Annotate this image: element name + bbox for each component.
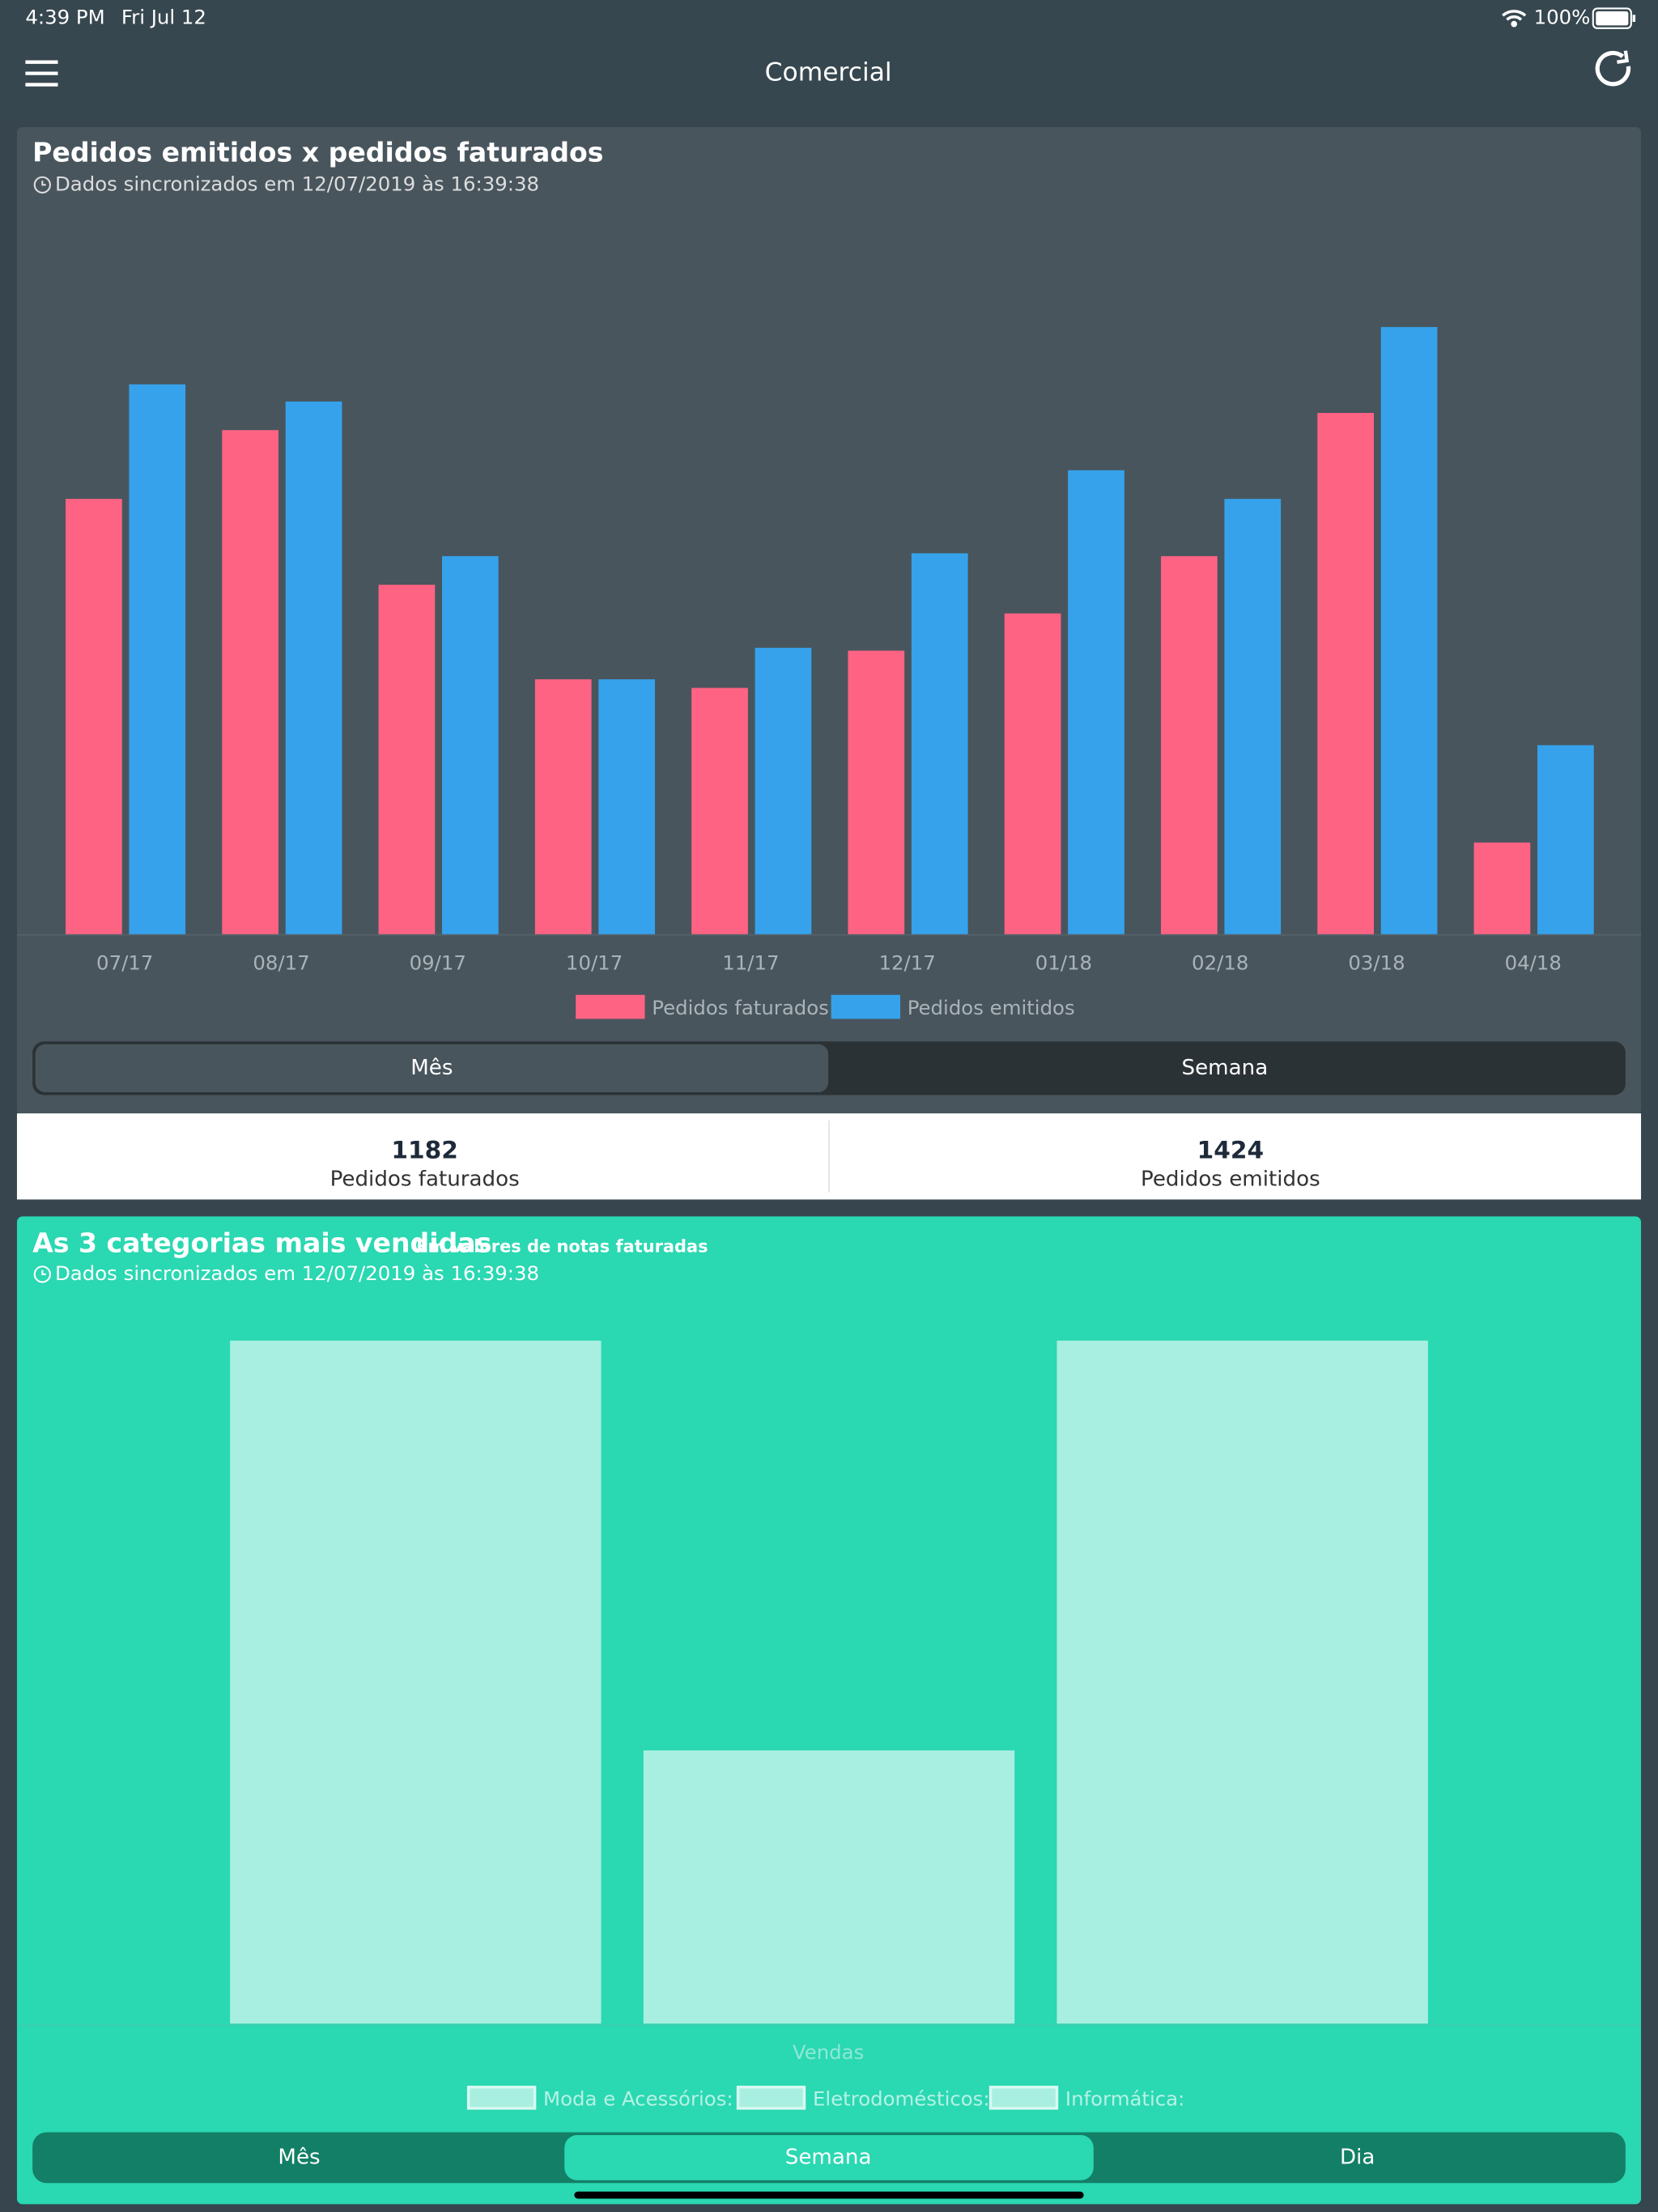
card-title: Pedidos emitidos x pedidos faturados — [32, 136, 603, 168]
bar — [643, 1750, 1015, 2024]
bar — [1068, 470, 1124, 934]
summary-value: 1182 — [391, 1137, 457, 1164]
bar — [1056, 1340, 1428, 2024]
segment-label[interactable]: Dia — [1340, 2145, 1375, 2169]
x-tick-label: 02/18 — [1192, 951, 1248, 974]
status-date: Fri Jul 12 — [121, 6, 206, 29]
top-bar — [0, 0, 1658, 121]
bar — [848, 650, 905, 934]
bar — [691, 687, 748, 934]
bar — [66, 499, 122, 934]
x-tick-label: 11/17 — [722, 951, 779, 974]
legend-label: Eletrodomésticos: — [813, 2087, 990, 2110]
x-tick-label: 04/18 — [1505, 951, 1562, 974]
bar — [1224, 499, 1282, 934]
segment-label[interactable]: Mês — [410, 1056, 453, 1080]
segment-label[interactable]: Semana — [785, 2145, 872, 2169]
chart: Moda e Acessórios: Eletrodomésticos: Infor… — [230, 1340, 1428, 2110]
bar — [911, 553, 968, 934]
menu-button[interactable] — [25, 60, 58, 87]
segment-label[interactable]: Semana — [1182, 1056, 1269, 1080]
sync-text: Dados sincronizados em 12/07/2019 às 16:… — [55, 1261, 539, 1285]
legend-swatch — [988, 2086, 1059, 2110]
card-subtitle: Em valores de notas faturadas — [416, 1237, 708, 1257]
x-tick-label: 12/17 — [878, 951, 935, 974]
bar — [598, 678, 656, 934]
segment-selected[interactable] — [564, 2135, 1094, 2180]
x-tick-label: 09/17 — [410, 951, 466, 974]
wifi-icon — [1502, 10, 1527, 28]
legend-label: Pedidos faturados — [652, 996, 829, 1019]
bar — [1380, 326, 1438, 934]
card-title: As 3 categorias mais vendidas — [32, 1227, 491, 1259]
clock-icon — [33, 176, 51, 194]
bar — [442, 555, 499, 934]
refresh-button[interactable] — [1595, 50, 1631, 87]
x-tick-label: 03/18 — [1348, 951, 1405, 974]
chart: 07/17 08/17 09/17 10/17 11/17 12/17 01/18 02/18… — [66, 326, 1594, 1019]
summary-label: Pedidos emitidos — [1141, 1168, 1320, 1192]
bar — [1537, 745, 1594, 934]
bar — [755, 648, 812, 934]
legend-swatch — [466, 2086, 537, 2110]
bar — [1473, 842, 1531, 934]
bar — [1004, 613, 1061, 934]
clock-icon — [33, 1266, 51, 1283]
segment-label[interactable]: Mês — [278, 2145, 320, 2169]
x-tick-label: 08/17 — [253, 951, 309, 974]
legend-label: Pedidos emitidos — [908, 996, 1075, 1019]
battery-icon — [1592, 7, 1636, 29]
card-subtitle: Dados sincronizados em 12/07/2019 às 16:… — [55, 172, 539, 195]
nav-title: Comercial — [765, 58, 892, 87]
x-tick-label: 10/17 — [566, 951, 623, 974]
status-time: 4:39 PM — [25, 6, 104, 29]
legend-label: Moda e Acessórios: — [543, 2087, 733, 2110]
home-indicator — [574, 2191, 1084, 2199]
legend-swatch — [831, 994, 901, 1019]
x-axis-label: Vendas — [793, 2040, 864, 2064]
bar — [285, 401, 342, 934]
bar — [1317, 413, 1375, 934]
legend-label: Informática: — [1065, 2087, 1184, 2110]
bar — [129, 384, 186, 934]
status-battery: 100% — [1534, 6, 1591, 29]
legend-swatch — [576, 994, 645, 1019]
bar — [222, 430, 279, 934]
summary-value: 1424 — [1197, 1137, 1264, 1164]
bar — [534, 678, 592, 934]
x-tick-label: 07/17 — [96, 951, 153, 974]
bar — [230, 1340, 602, 2024]
legend-swatch — [736, 2086, 806, 2110]
summary-label: Pedidos faturados — [330, 1168, 520, 1192]
segment-selected[interactable] — [35, 1044, 829, 1093]
x-tick-label: 01/18 — [1035, 951, 1092, 974]
bar — [378, 585, 436, 934]
bar — [1161, 555, 1218, 934]
